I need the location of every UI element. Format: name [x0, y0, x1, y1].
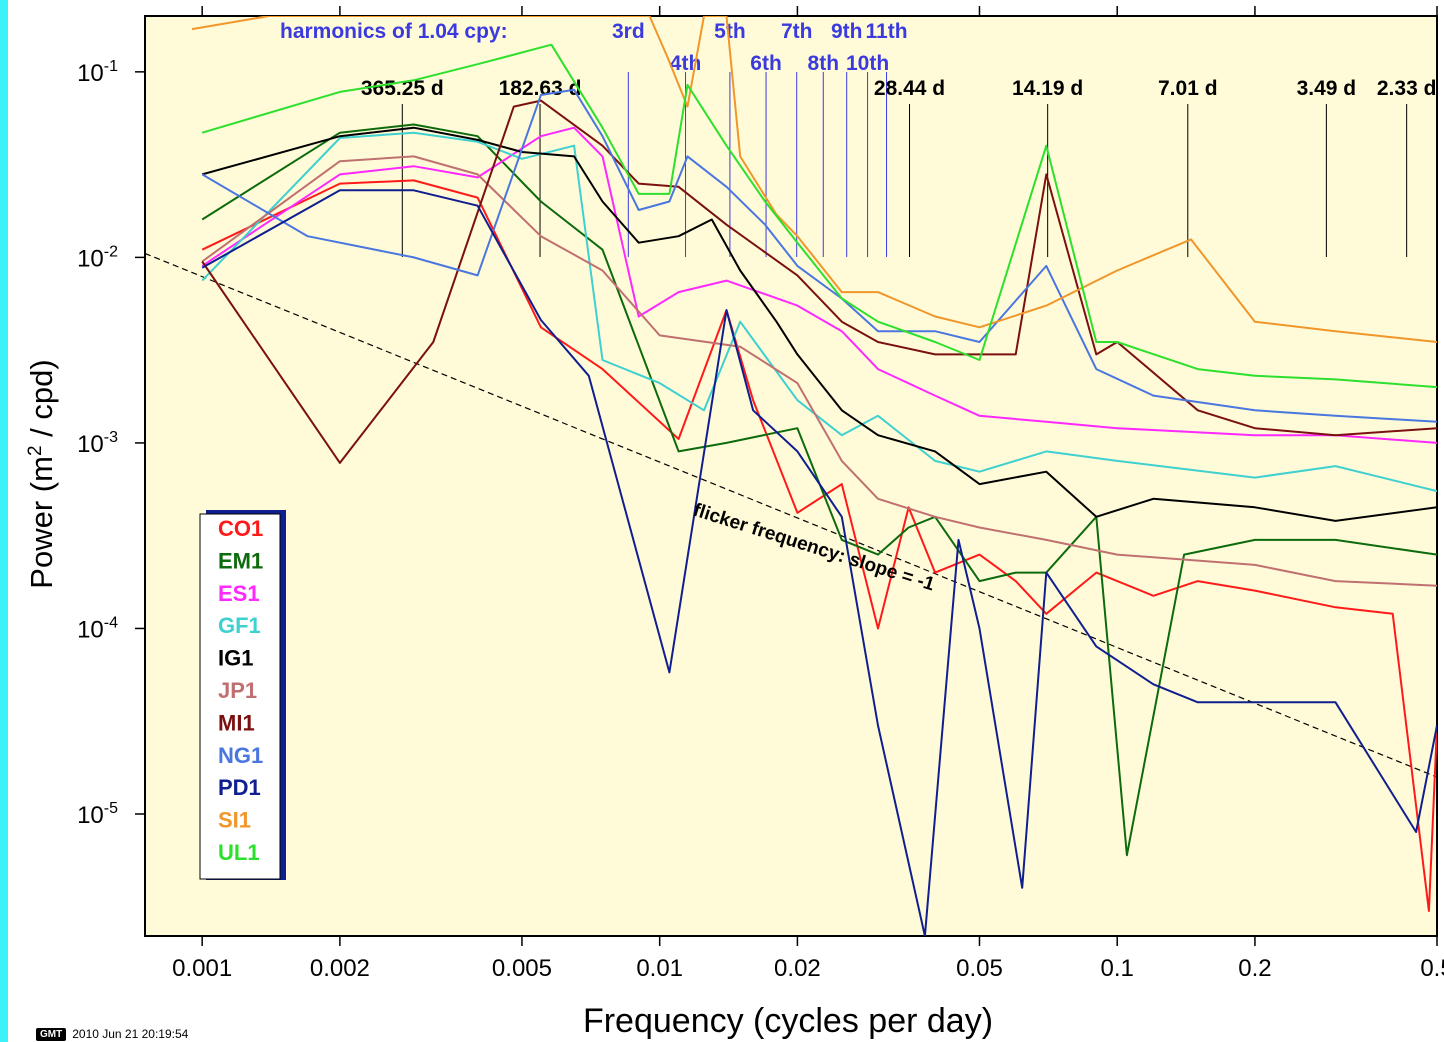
plot-panel: [144, 15, 1438, 937]
legend-entry-MI1: MI1: [218, 710, 255, 735]
legend-entry-SI1: SI1: [218, 808, 251, 833]
series-line-GF1: [201, 131, 1437, 493]
legend-entry-JP1: JP1: [218, 678, 257, 703]
legend-entry-PD1: PD1: [218, 775, 261, 800]
series-line-IG1: [201, 126, 1437, 522]
y-tick-label: 10-1: [77, 58, 118, 87]
period-label: 2.33 d: [1377, 77, 1437, 100]
period-label: 3.49 d: [1297, 77, 1357, 100]
legend-entry-UL1: UL1: [218, 840, 260, 865]
y-tick-label: 10-4: [77, 614, 118, 643]
legend: CO1 EM1 ES1 GF1 IG1 JP1 MI1 NG1 PD1 SI1 UL1: [199, 510, 286, 880]
harmonic-label-3rd: 3rd: [612, 20, 645, 43]
y-tick-label: 10-3: [77, 429, 118, 458]
x-tick-label: 0.02: [774, 955, 821, 982]
series-line-MI1: [201, 99, 1437, 464]
flicker-reference-line: [145, 252, 1437, 778]
x-tick-label: 0.5: [1420, 955, 1444, 982]
period-label: 14.19 d: [1012, 77, 1083, 100]
x-tick-label: 0.01: [636, 955, 683, 982]
x-tick-label: 0.005: [492, 955, 552, 982]
x-tick-label: 0.2: [1238, 955, 1271, 982]
x-tick-label: 0.05: [956, 955, 1003, 982]
harmonics-title: harmonics of 1.04 cpy:: [280, 20, 508, 43]
plot-timestamp: 2010 Jun 21 20:19:54: [72, 1027, 189, 1041]
page-edge-strip: [0, 0, 8, 1042]
legend-entry-CO1: CO1: [218, 516, 263, 541]
legend-entry-IG1: IG1: [218, 646, 253, 671]
series-line-JP1: [201, 155, 1437, 587]
series-layer: [191, 16, 1437, 936]
x-tick-label: 0.001: [172, 955, 232, 982]
period-label: 7.01 d: [1158, 77, 1218, 100]
harmonic-label-11th: 11th: [866, 20, 908, 43]
legend-entry-GF1: GF1: [218, 613, 261, 638]
y-axis-title: Power (m2 / cpd): [24, 359, 59, 588]
series-line-ES1: [201, 126, 1437, 444]
gmt-logo: GMT: [36, 1027, 67, 1041]
harmonic-label-8th: 8th: [808, 52, 840, 75]
harmonic-label-9th: 9th: [831, 20, 863, 43]
x-tick-label: 0.1: [1101, 955, 1134, 982]
x-axis-title: Frequency (cycles per day): [583, 1002, 993, 1040]
legend-entry-EM1: EM1: [218, 548, 263, 573]
legend-entry-NG1: NG1: [218, 743, 263, 768]
harmonic-label-7th: 7th: [781, 20, 813, 43]
harmonic-label-6th: 6th: [750, 52, 782, 75]
series-line-EM1: [201, 123, 1437, 857]
legend-items: CO1 EM1 ES1 GF1 IG1 JP1 MI1 NG1 PD1 SI1 UL1: [218, 516, 263, 865]
series-line-CO1: [201, 179, 1437, 912]
period-label: 182.63 d: [499, 77, 582, 100]
y-tick-label: 10-5: [77, 800, 118, 829]
series-line-NG1: [201, 88, 1437, 423]
period-label: 365.25 d: [361, 77, 444, 100]
series-line-PD1: [201, 189, 1437, 936]
axis-layer: 0.001 0.002 0.005 0.01 0.02 0.05 0.1 0.2 0.5 10-1…: [77, 6, 1444, 982]
x-tick-label: 0.002: [310, 955, 370, 982]
y-tick-label: 10-2: [77, 243, 118, 272]
period-label: 28.44 d: [874, 77, 945, 100]
harmonic-label-10th: 10th: [846, 52, 889, 75]
gmt-timestamp: GMT 2010 Jun 21 20:19:54: [36, 1026, 188, 1042]
series-line-UL1: [201, 43, 1437, 389]
harmonic-label-5th: 5th: [714, 20, 746, 43]
legend-entry-ES1: ES1: [218, 581, 260, 606]
series-line-SI1: [191, 16, 1437, 343]
